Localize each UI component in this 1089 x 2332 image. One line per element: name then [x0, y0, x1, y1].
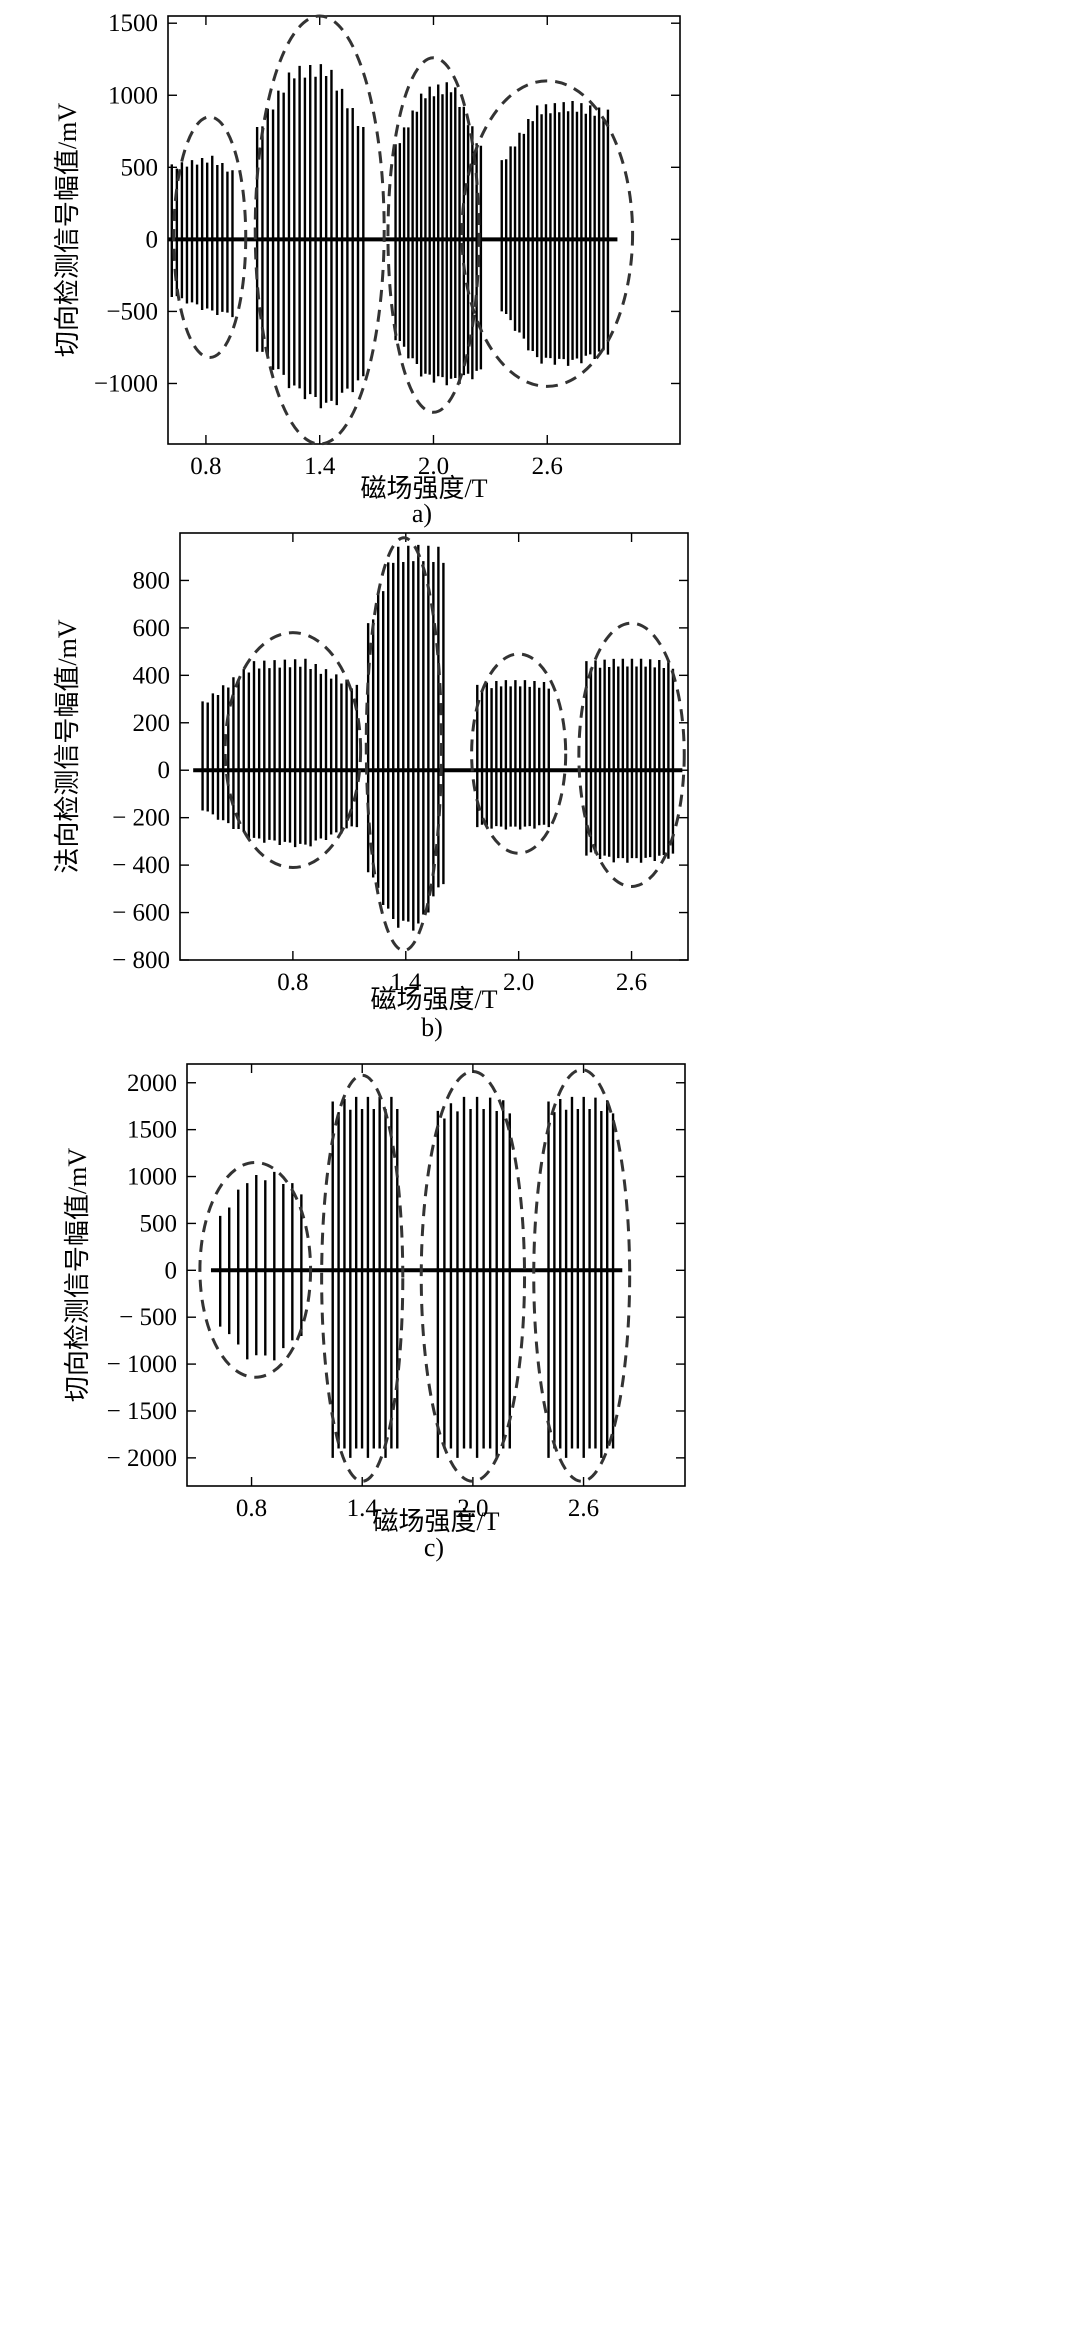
x-tick-label: 2.0: [457, 1495, 488, 1522]
y-axis-title: 切向检测信号幅值/mV: [63, 1148, 92, 1402]
y-tick-label: − 2000: [107, 1445, 177, 1472]
plot-frame-b: [179, 532, 689, 961]
y-tick-label: − 800: [112, 947, 170, 974]
y-tick-label: 200: [133, 710, 171, 737]
x-tick-label: 2.0: [503, 969, 534, 996]
y-tick-label: −1000: [94, 370, 158, 397]
x-tick-label: 2.6: [532, 453, 563, 480]
y-tick-label: − 400: [112, 852, 170, 879]
y-tick-label: 1000: [108, 82, 158, 109]
x-tick-label: 1.4: [390, 969, 422, 996]
y-tick-label: − 500: [119, 1304, 177, 1331]
x-axis-title: 磁场强度/T: [372, 1507, 499, 1536]
group-ellipse: [253, 14, 386, 446]
y-tick-label: 0: [146, 226, 159, 253]
y-tick-label: 1500: [127, 1117, 177, 1144]
y-tick-label: − 1500: [107, 1398, 177, 1425]
group-ellipse: [172, 115, 248, 360]
y-tick-label: 1000: [127, 1164, 177, 1191]
plot-frame-c: [186, 1063, 686, 1487]
y-tick-label: 2000: [127, 1070, 177, 1097]
x-tick-label: 0.8: [236, 1495, 267, 1522]
y-tick-label: −500: [106, 298, 158, 325]
group-ellipse: [198, 1160, 313, 1379]
panel-caption: b): [421, 1013, 443, 1042]
group-ellipse: [223, 631, 363, 869]
x-tick-label: 1.4: [347, 1495, 379, 1522]
y-tick-label: − 1000: [107, 1351, 177, 1378]
y-tick-label: 0: [158, 757, 171, 784]
y-axis-title: 法向检测信号幅值/mV: [53, 619, 82, 873]
x-tick-label: 2.6: [616, 969, 647, 996]
x-tick-label: 2.0: [418, 453, 449, 480]
group-ellipse: [364, 536, 444, 953]
x-tick-label: 0.8: [190, 453, 221, 480]
panel-caption: a): [412, 499, 432, 528]
x-tick-label: 2.6: [568, 1495, 599, 1522]
y-tick-label: − 600: [112, 900, 170, 927]
chart-b-svg: 800 600 400 200 0 − 200 − 400 − 600 − 800 0.8 1.4 2…: [53, 532, 689, 1042]
y-axis-title: 切向检测信号幅值/mV: [53, 103, 82, 357]
group-ellipse: [532, 1068, 632, 1483]
x-axis-title: 磁场强度/T: [370, 985, 497, 1014]
panel-caption: c): [424, 1533, 444, 1562]
y-tick-label: 500: [121, 154, 159, 181]
group-ellipse: [460, 79, 635, 388]
y-tick-label: 1500: [108, 10, 158, 37]
group-ellipse: [470, 652, 568, 855]
y-tick-label: 0: [165, 1257, 178, 1284]
y-tick-label: − 200: [112, 805, 170, 832]
group-ellipse: [320, 1073, 405, 1483]
chart-panel-c: 2000 1500 1000 500 0 − 500 − 1000 − 1500 − 2000 0…: [0, 1052, 1089, 1592]
y-tick-label: 800: [133, 567, 171, 594]
chart-c-svg: 2000 1500 1000 500 0 − 500 − 1000 − 1500 − 2000 0…: [63, 1063, 686, 1562]
y-tick-label: 600: [133, 615, 171, 642]
group-ellipse: [577, 621, 686, 888]
chart-panel-b: 800 600 400 200 0 − 200 − 400 − 600 − 800 0.8 1.4 2…: [0, 520, 1089, 1060]
y-tick-label: 500: [140, 1210, 178, 1237]
y-tick-label: 400: [133, 662, 171, 689]
chart-a-svg: 1500 1000 500 0 −500 −1000 0.8 1.4 2.0 2.6 切向检测信号幅…: [53, 10, 681, 528]
plot-frame-a: [167, 15, 681, 445]
x-tick-label: 0.8: [277, 969, 308, 996]
x-axis-title: 磁场强度/T: [360, 474, 487, 503]
chart-panel-a: 1500 1000 500 0 −500 −1000 0.8 1.4 2.0 2.6 切向检测信号幅…: [0, 0, 1089, 770]
x-tick-label: 1.4: [304, 453, 336, 480]
group-ellipse: [386, 56, 481, 414]
